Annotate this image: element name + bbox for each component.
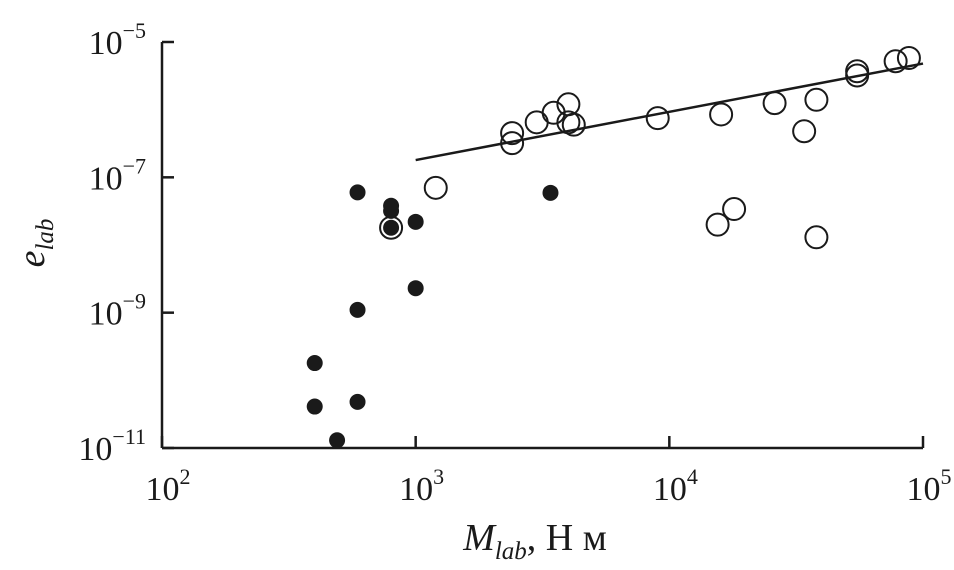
open-data-point	[524, 110, 549, 135]
x-axis-label-symbol: M	[462, 517, 497, 559]
y-axis-label-symbol: e	[11, 250, 53, 267]
open-data-point	[845, 63, 870, 88]
filled-data-point	[349, 184, 366, 201]
filled-data-point	[306, 398, 323, 415]
x-tick-exponent: 4	[687, 464, 698, 489]
open-data-point	[561, 112, 586, 137]
filled-data-point	[349, 301, 366, 318]
y-tick-label: 10−7	[89, 153, 146, 197]
x-tick-base: 10	[653, 471, 687, 508]
filled-data-point	[542, 184, 559, 201]
y-tick-label: 10−11	[78, 424, 146, 468]
y-tick-exponent: −7	[123, 153, 146, 178]
open-data-point	[762, 91, 787, 116]
filled-data-point	[407, 213, 424, 230]
y-axis-label: elab	[11, 219, 59, 268]
y-tick-base: 10	[89, 160, 123, 197]
x-tick-exponent: 5	[941, 464, 952, 489]
x-tick-base: 10	[399, 471, 433, 508]
filled-data-point	[329, 432, 346, 449]
filled-data-point	[383, 219, 400, 236]
x-axis-label-subscript: lab	[495, 538, 527, 565]
filled-data-point	[349, 393, 366, 410]
data-points	[306, 46, 921, 449]
open-data-point	[500, 121, 525, 146]
open-data-point	[883, 49, 908, 74]
open-data-point	[722, 197, 747, 222]
open-data-point	[709, 102, 734, 127]
filled-data-point	[407, 280, 424, 297]
x-tick-exponent: 2	[180, 464, 191, 489]
y-tick-base: 10	[89, 296, 123, 333]
y-axis-label-subscript: lab	[32, 219, 59, 251]
open-data-point	[500, 131, 525, 156]
x-tick-base: 10	[907, 471, 941, 508]
y-tick-exponent: −11	[112, 424, 146, 449]
axes	[160, 40, 925, 450]
open-data-point	[804, 87, 829, 112]
open-data-point	[423, 175, 448, 200]
x-tick-label: 102	[146, 464, 191, 508]
y-tick-base: 10	[78, 431, 112, 468]
x-tick-label: 105	[907, 464, 952, 508]
open-data-point	[379, 215, 404, 240]
x-axis-label: Mlab, Н м	[462, 517, 607, 565]
y-tick-exponent: −9	[123, 289, 146, 314]
x-tick-label: 104	[653, 464, 698, 508]
open-data-point	[705, 212, 730, 237]
open-data-point	[645, 106, 670, 131]
open-data-point	[896, 46, 921, 71]
x-tick-base: 10	[146, 471, 180, 508]
y-tick-label: 10−9	[89, 289, 146, 333]
x-axis-label-unit: , Н м	[527, 517, 607, 559]
open-data-point	[804, 225, 829, 250]
open-data-point	[792, 119, 817, 144]
filled-data-point	[306, 355, 323, 372]
filled-data-point	[383, 202, 400, 219]
y-tick-base: 10	[89, 25, 123, 62]
x-tick-exponent: 3	[433, 464, 444, 489]
x-tick-label: 103	[399, 464, 444, 508]
y-tick-label: 10−5	[89, 18, 146, 62]
y-tick-exponent: −5	[123, 18, 146, 43]
